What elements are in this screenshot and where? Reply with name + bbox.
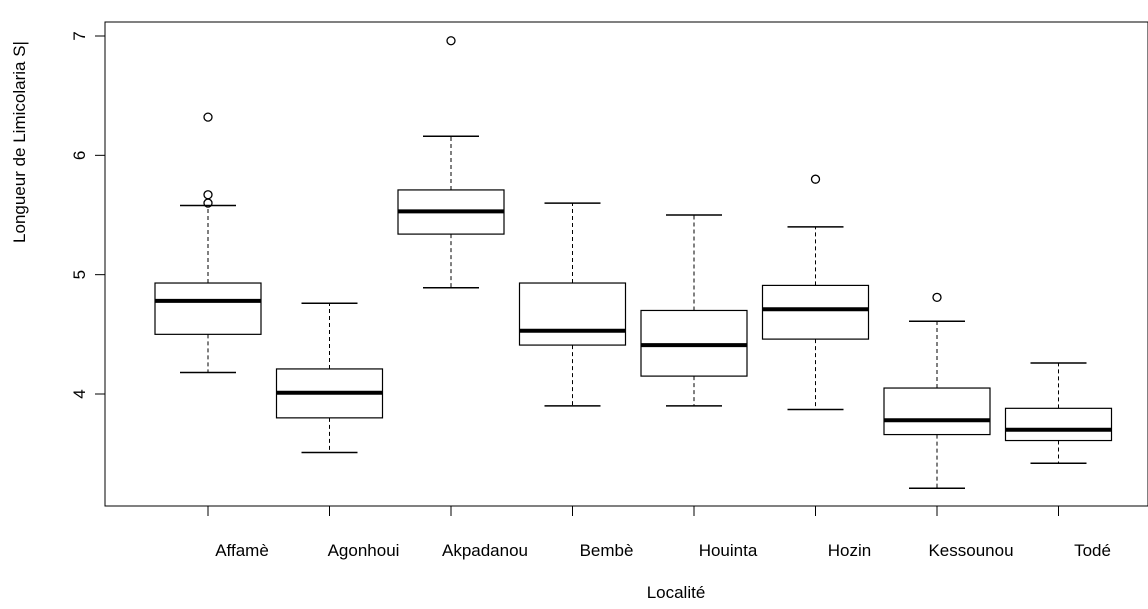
x-tick-label: Hozin [828,541,871,560]
box-rect [883,387,991,436]
y-tick-label: 7 [70,31,89,40]
box-rect [154,282,262,335]
box-akpadanou [397,36,505,516]
box-rect [1004,407,1113,442]
y-tick-label: 4 [70,389,89,398]
x-tick-label: Todé [1074,541,1111,560]
x-tick-labels: Affamè Agonhoui Akpadanou Bembè Houinta Hozin… [215,541,1111,560]
outlier-point [810,174,821,184]
outlier-point [932,292,942,302]
x-axis-label: Localité [647,583,706,602]
y-tick-label: 6 [70,151,89,160]
box-bembè [518,202,627,516]
y-tick-label: 5 [70,270,89,279]
box-todé [1004,362,1113,516]
outlier-point [203,112,213,122]
box-agonhoui [275,302,384,516]
x-tick-label: Kessounou [928,541,1013,560]
box-hozin [761,174,870,516]
x-tick-label: Affamè [215,541,269,560]
y-axis-label: Longueur de Limicolaria S| [10,41,29,243]
plot-area [104,21,1148,507]
outlier-point [203,190,213,200]
x-tick-label: Agonhoui [328,541,400,560]
x-tick-label: Bembè [580,541,634,560]
boxes [154,36,1113,516]
box-rect [761,284,870,340]
box-affamè [154,112,262,516]
outlier-point [446,36,456,46]
x-tick-label: Houinta [699,541,758,560]
box-kessounou [883,292,991,516]
y-axis: 4 5 6 7 [70,31,105,399]
box-rect [518,282,627,346]
box-houinta [640,214,748,516]
x-tick-label: Akpadanou [442,541,528,560]
